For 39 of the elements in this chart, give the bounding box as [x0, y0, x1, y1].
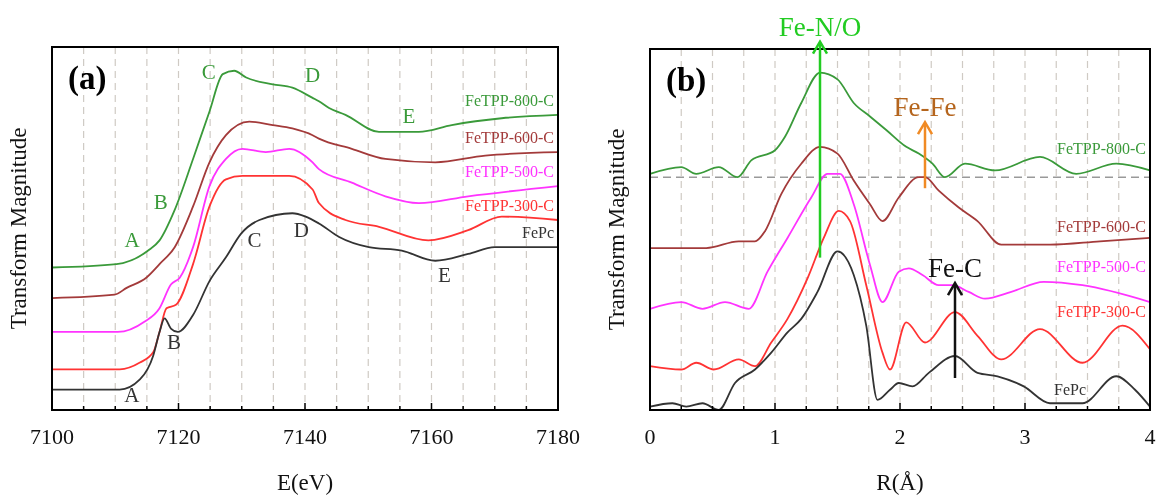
annotation: B: [153, 189, 168, 214]
x-tick-label: 3: [1019, 424, 1031, 449]
annotation: Fe-Fe: [893, 92, 957, 123]
series-label: FeTPP-600-C: [1057, 217, 1146, 235]
x-tick-label: 7100: [30, 424, 74, 449]
series-label: FeTPP-500-C: [465, 163, 554, 181]
annotation: E: [437, 262, 451, 287]
annotation: C: [201, 59, 216, 84]
x-tick-label: 7160: [409, 424, 454, 449]
x-tick-label: 7140: [283, 424, 327, 449]
series-label: FeTPP-800-C: [1057, 140, 1146, 158]
annotation: (b): [666, 62, 707, 99]
series-label: FeTPP-600-C: [465, 129, 554, 147]
annotation: Fe-N/O: [778, 11, 862, 42]
series-label: FePc: [1054, 380, 1086, 398]
x-axis-title: E(eV): [276, 470, 334, 495]
x-axis-title: R(Å): [876, 470, 924, 495]
x-tick-label: 1: [769, 424, 781, 449]
annotation: Fe-C: [928, 253, 982, 284]
series-label: FeTPP-300-C: [465, 197, 554, 215]
annotation: (a): [68, 60, 107, 97]
x-tick-label: 4: [1144, 424, 1156, 449]
x-tick-label: 7120: [156, 424, 201, 449]
annotation: D: [293, 218, 309, 243]
annotation: D: [305, 62, 321, 87]
annotation: E: [402, 103, 416, 128]
series-label: FePc: [522, 224, 554, 242]
annotation: B: [166, 330, 181, 355]
annotation: A: [124, 228, 141, 253]
y-axis-title: Transform Magnitude: [6, 127, 31, 330]
x-tick-label: 2: [894, 424, 906, 449]
annotation: A: [124, 383, 141, 408]
x-tick-label: 7180: [536, 424, 580, 449]
series-label: FeTPP-500-C: [1057, 258, 1146, 276]
series-label: FeTPP-300-C: [1057, 303, 1146, 321]
annotation: C: [247, 227, 262, 252]
x-tick-label: 0: [644, 424, 656, 449]
y-axis-title: Transform Magnitude: [604, 128, 629, 331]
series-label: FeTPP-800-C: [465, 91, 554, 109]
